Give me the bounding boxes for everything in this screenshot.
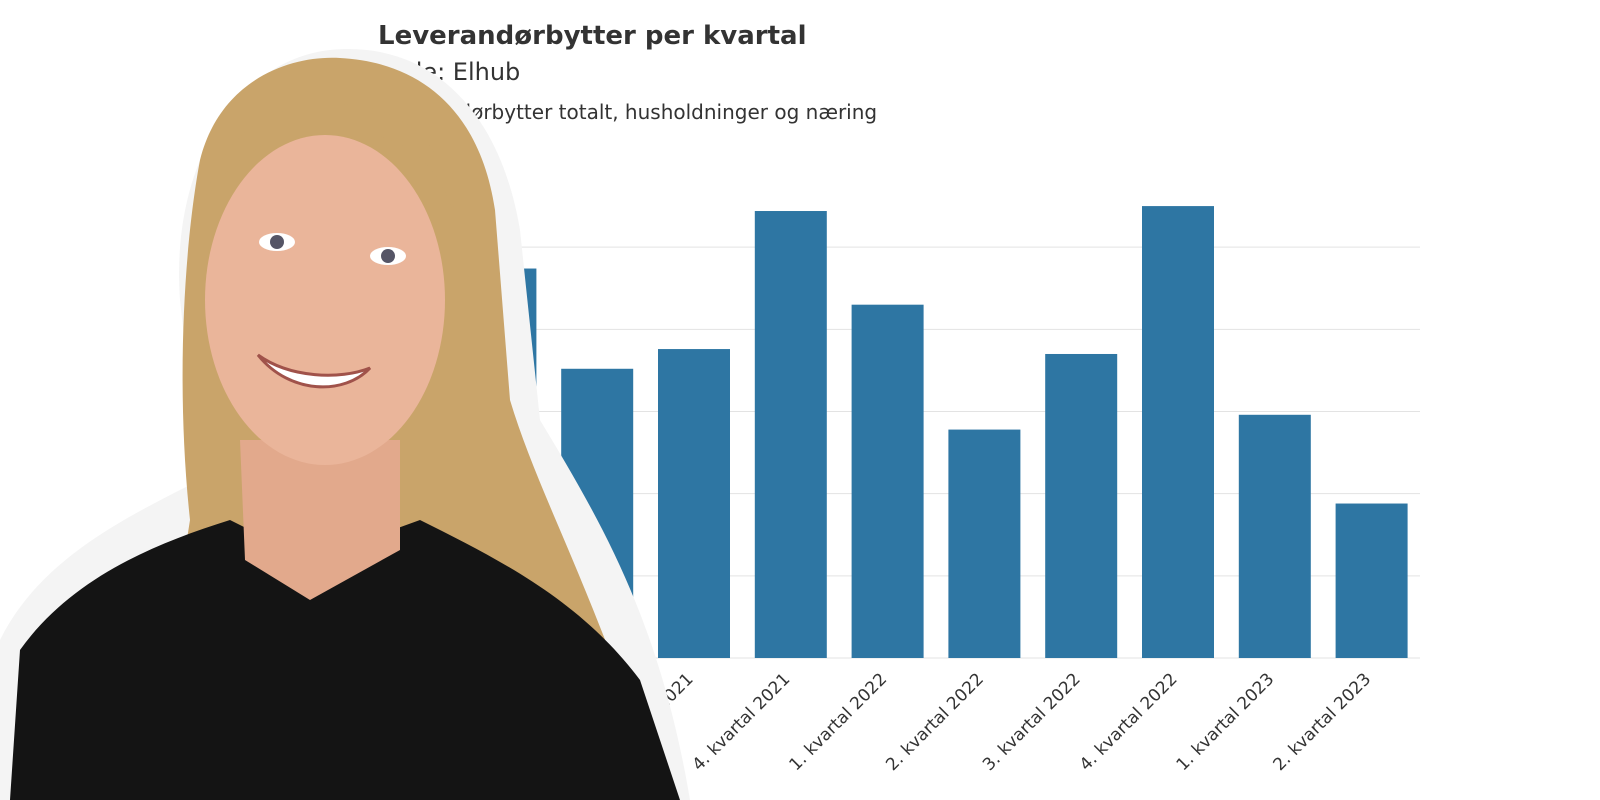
bar <box>1238 414 1311 658</box>
bar <box>1335 503 1408 658</box>
shirt <box>10 520 680 800</box>
bar <box>948 429 1021 658</box>
fringe <box>205 103 455 220</box>
neck <box>240 440 400 600</box>
bar <box>754 211 827 658</box>
iris <box>270 235 284 249</box>
bar <box>658 349 730 658</box>
person-photo <box>0 49 690 800</box>
face <box>205 135 445 465</box>
iris <box>381 249 395 263</box>
chart-title: Leverandørbytter per kvartal <box>378 21 807 51</box>
bar <box>851 304 924 658</box>
bar <box>1045 353 1118 658</box>
smile <box>256 353 372 389</box>
bar <box>1142 206 1214 659</box>
